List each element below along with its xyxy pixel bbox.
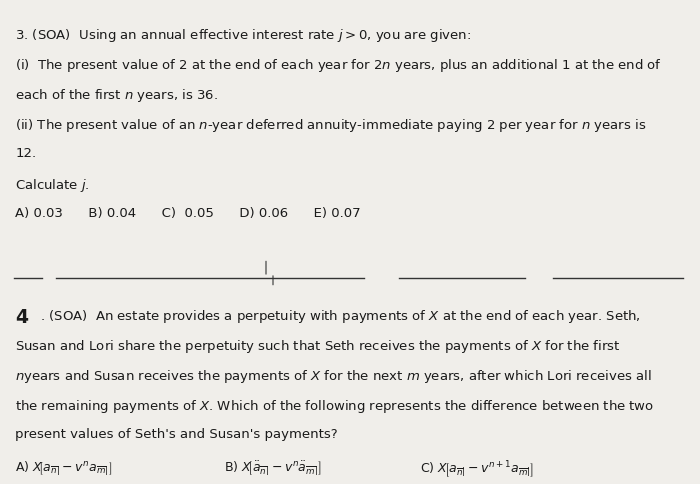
Text: 3. (SOA)  Using an annual effective interest rate $j > 0$, you are given:: 3. (SOA) Using an annual effective inter… xyxy=(15,27,471,44)
Text: A) $X\!\left[a_{\overline{n}|} - v^{n}a_{\overline{m}|}\right]$: A) $X\!\left[a_{\overline{n}|} - v^{n}a_… xyxy=(15,459,113,477)
Text: 12.: 12. xyxy=(15,147,36,160)
Text: Calculate $j$.: Calculate $j$. xyxy=(15,177,90,194)
Text: $\mathbf{4}$: $\mathbf{4}$ xyxy=(15,307,29,326)
Text: B) $X\!\left[\ddot{a}_{\overline{n}|} - v^{n}\ddot{a}_{\overline{m}|}\right]$: B) $X\!\left[\ddot{a}_{\overline{n}|} - … xyxy=(224,459,322,477)
Text: present values of Seth's and Susan's payments?: present values of Seth's and Susan's pay… xyxy=(15,427,338,440)
Text: $n$years and Susan receives the payments of $X$ for the next $m$ years, after wh: $n$years and Susan receives the payments… xyxy=(15,367,652,384)
Text: (ii) The present value of an $n$-year deferred annuity-immediate paying 2 per ye: (ii) The present value of an $n$-year de… xyxy=(15,117,647,134)
Text: each of the first $n$ years, is 36.: each of the first $n$ years, is 36. xyxy=(15,87,218,104)
Text: . (SOA)  An estate provides a perpetuity with payments of $X$ at the end of each: . (SOA) An estate provides a perpetuity … xyxy=(40,307,640,324)
Text: the remaining payments of $X$. Which of the following represents the difference : the remaining payments of $X$. Which of … xyxy=(15,397,654,414)
Text: A) 0.03      B) 0.04      C)  0.05      D) 0.06      E) 0.07: A) 0.03 B) 0.04 C) 0.05 D) 0.06 E) 0.07 xyxy=(15,207,361,220)
Text: C) $X\!\left[a_{\overline{n}|} - v^{n+1}a_{\overline{m}|}\right]$: C) $X\!\left[a_{\overline{n}|} - v^{n+1}… xyxy=(420,459,534,480)
Text: (i)  The present value of 2 at the end of each year for $2n$ years, plus an addi: (i) The present value of 2 at the end of… xyxy=(15,57,662,74)
Text: Susan and Lori share the perpetuity such that Seth receives the payments of $X$ : Susan and Lori share the perpetuity such… xyxy=(15,337,621,354)
